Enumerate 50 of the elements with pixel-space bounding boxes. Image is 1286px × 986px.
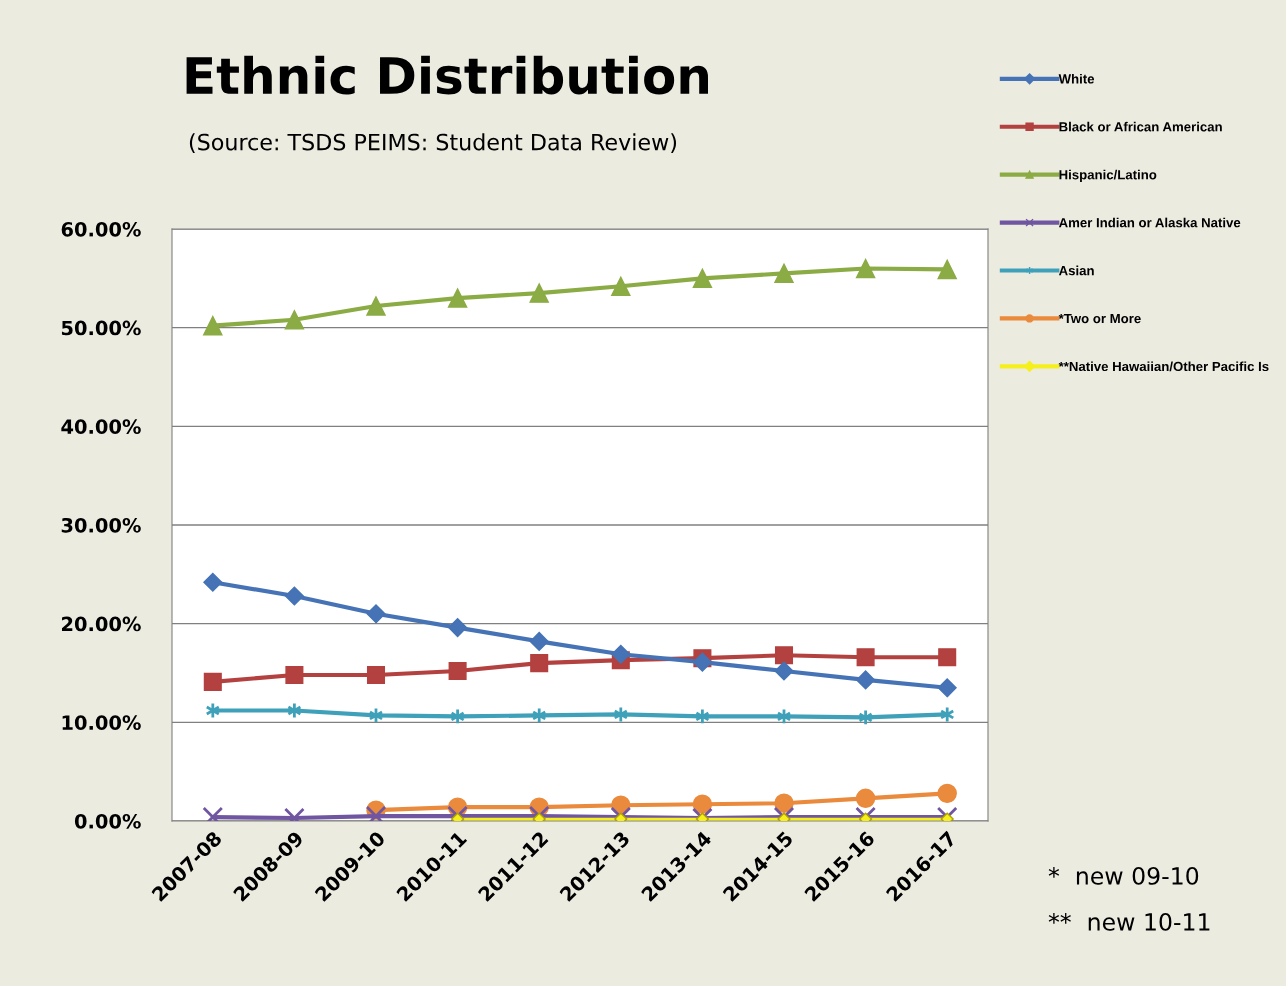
point: [284, 586, 304, 606]
point: [611, 276, 631, 296]
point: [856, 670, 876, 690]
chart-title: Ethnic Distribution: [186, 55, 708, 95]
point: [774, 646, 794, 665]
y-tick-label: 50.00%: [61, 320, 141, 336]
point: [855, 788, 876, 809]
point: [448, 618, 468, 638]
legend-label: Amer Indian or Alaska Native: [1058, 217, 1241, 228]
point: [366, 665, 386, 685]
point: [203, 572, 223, 592]
y-tick-label: 30.00%: [61, 517, 141, 533]
legend-label: **Native Hawaiian/Other Pacific Is: [1058, 361, 1269, 372]
point: [937, 678, 957, 698]
y-tick-label: 40.00%: [61, 419, 141, 434]
text: ** new 10-11: [1048, 912, 1210, 931]
point: [692, 794, 713, 814]
legend-label: Hispanic/Latino: [1059, 169, 1157, 183]
point: [366, 604, 386, 624]
point: [611, 644, 631, 664]
legend-label: Black or African American: [1059, 121, 1222, 132]
point: [774, 661, 794, 681]
y-tick-label: 20.00%: [62, 616, 141, 632]
legend-label: White: [1058, 73, 1095, 84]
point: [855, 258, 876, 279]
point: [938, 648, 957, 667]
point: [203, 315, 223, 336]
y-tick-label: 0.00%: [74, 813, 141, 829]
chart-subtitle: (Source: TSDS PEIMS: Student Data Review): [189, 133, 677, 154]
y-tick-label: 60.00%: [61, 221, 141, 237]
point: [530, 654, 549, 673]
point: [774, 793, 794, 813]
point: [692, 652, 712, 672]
y-tick-label: 10.00%: [62, 715, 141, 730]
point: [937, 783, 957, 804]
point: [692, 268, 713, 289]
point: [856, 648, 875, 667]
point: [448, 661, 467, 681]
point: [284, 310, 305, 330]
point: [447, 288, 468, 308]
point: [529, 283, 549, 303]
point: [203, 672, 222, 691]
point: [774, 263, 794, 284]
point: [937, 259, 957, 280]
point: [366, 296, 386, 316]
point: [529, 631, 549, 651]
legend-label: Asian: [1058, 265, 1094, 276]
point: [285, 665, 304, 685]
text: * new 09-10: [1048, 866, 1199, 885]
legend-label: *Two or More: [1058, 313, 1141, 324]
